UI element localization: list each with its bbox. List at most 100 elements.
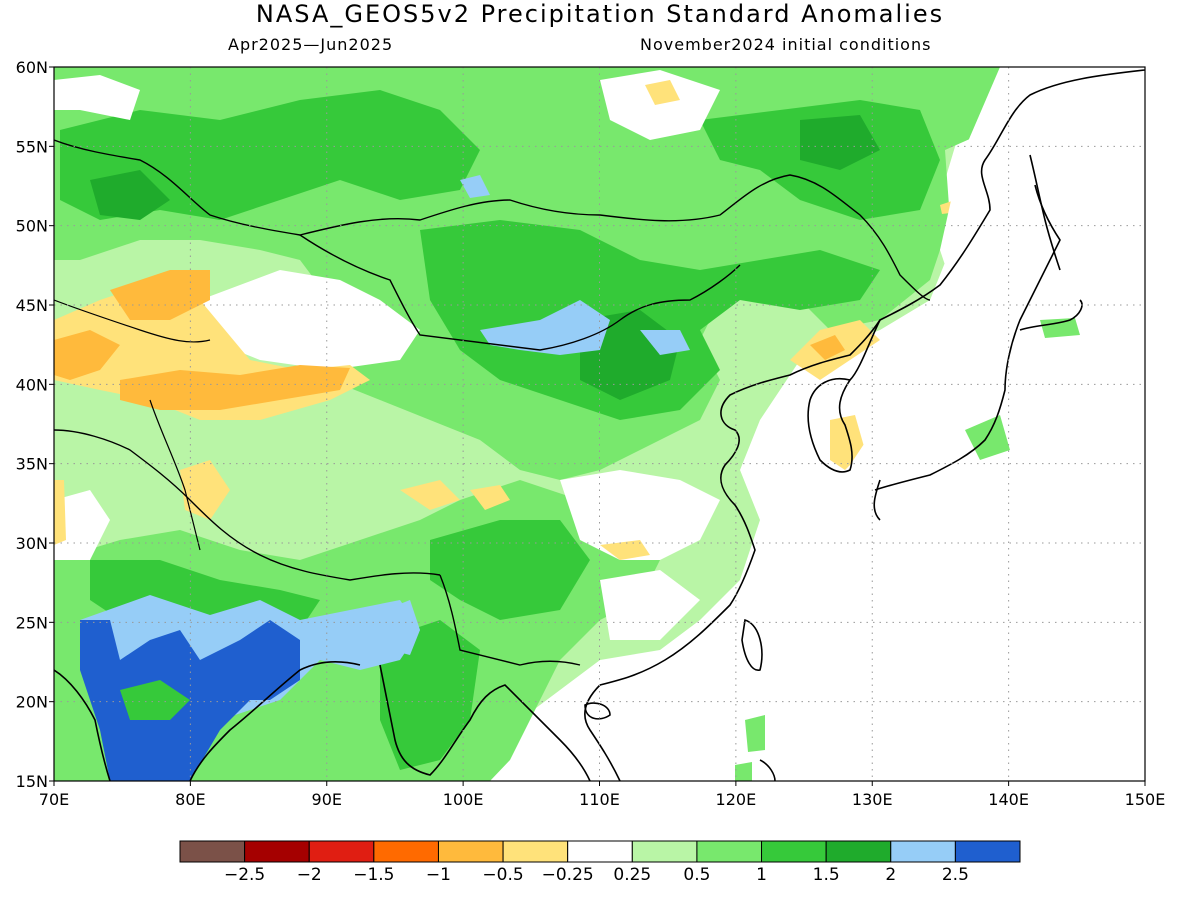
coast-luzon — [759, 759, 776, 781]
light-blue-baikal — [460, 175, 490, 198]
tick-label-lat: 40N — [16, 375, 48, 394]
yellow-china-1 — [400, 480, 460, 510]
legend-label: 2 — [885, 865, 896, 885]
tick-label-lat: 35N — [16, 455, 48, 474]
legend-label: 2.5 — [942, 865, 969, 885]
tick-label-lat: 45N — [16, 296, 48, 315]
darker-green-blob-2 — [90, 170, 170, 220]
light-blue-mongolia-2 — [640, 330, 690, 355]
tick-label-lat: 55N — [16, 137, 48, 156]
orange-kazakhstan — [110, 270, 210, 320]
white-area-indochina — [600, 570, 700, 640]
legend-label: 1 — [756, 865, 767, 885]
border-china-south — [439, 574, 581, 666]
coast-japan — [874, 184, 1061, 491]
legend-label: 1.5 — [813, 865, 840, 885]
green-philippines — [735, 762, 752, 781]
coast-bay-of-bengal — [189, 660, 361, 781]
ocean-white-north — [940, 67, 1145, 310]
white-area-center — [200, 270, 420, 370]
green-japan-north — [1040, 318, 1080, 338]
legend-label: −2 — [297, 865, 322, 885]
tick-label-lat: 15N — [16, 772, 48, 791]
forecast-period: Apr2025—Jun2025 — [228, 35, 394, 54]
legend-swatch — [373, 840, 439, 863]
legend-swatch — [890, 840, 956, 863]
tick-label-lon: 120E — [716, 790, 757, 809]
anomaly-field — [54, 67, 1145, 781]
coast-east-asia — [584, 69, 1145, 781]
legend-swatch — [179, 840, 246, 863]
tick-label-lon: 140E — [988, 790, 1029, 809]
coast-taiwan — [741, 618, 763, 671]
tick-label-lat: 60N — [16, 58, 48, 77]
dark-green-china — [430, 520, 590, 620]
tick-label-lat: 30N — [16, 534, 48, 553]
legend-label: −0.25 — [542, 865, 594, 885]
green-india-inner — [120, 680, 190, 720]
darker-green-blob-3 — [800, 115, 880, 170]
dark-blue-india — [80, 620, 300, 781]
coast-sakhalin — [1029, 154, 1061, 271]
coast-korea — [807, 319, 881, 473]
legend-swatch — [825, 840, 892, 863]
coast-indochina — [379, 664, 591, 781]
tick-label-lat: 25N — [16, 613, 48, 632]
yellow-china-2 — [470, 485, 510, 510]
legend-swatch — [696, 840, 763, 863]
green-taiwan — [745, 715, 765, 752]
figure-title: NASA_GEOS5v2 Precipitation Standard Anom… — [255, 0, 945, 28]
border-china-west — [54, 429, 441, 581]
legend-label: 0.25 — [613, 865, 651, 885]
border-kazakhstan-south — [54, 299, 211, 343]
yellow-tibet — [180, 460, 230, 520]
axis-ticks: 70E 80E 90E 100E 110E 120E 130E 140E 150E 15N 20N 2… — [16, 58, 1166, 809]
coast-kyushu — [873, 479, 881, 521]
tick-label-lon: 90E — [312, 790, 342, 809]
orange-belt — [120, 365, 350, 410]
dark-green-seasia — [380, 620, 480, 770]
border-china-central-asia — [149, 399, 201, 551]
orange-central-asia — [54, 330, 120, 380]
tick-label-lat: 50N — [16, 217, 48, 236]
white-area-central-china — [560, 470, 720, 560]
light-blue-myanmar — [385, 600, 420, 655]
yellow-south-china — [600, 540, 650, 560]
legend-swatch — [437, 840, 504, 863]
legend-swatch — [954, 840, 1021, 863]
tick-label-lat: 20N — [16, 693, 48, 712]
white-area-kazakhstan — [54, 75, 140, 120]
yellow-siberia-spot — [645, 80, 680, 105]
legend-swatch — [308, 840, 375, 863]
legend-label: −1.5 — [353, 865, 394, 885]
coastlines — [54, 69, 1145, 781]
initial-conditions: November2024 initial conditions — [640, 35, 932, 54]
tick-label-lon: 130E — [852, 790, 893, 809]
yellow-west-edge — [54, 480, 66, 545]
legend-label: −2.5 — [224, 865, 265, 885]
coast-hainan — [584, 702, 611, 720]
tick-label-lon: 110E — [579, 790, 620, 809]
tick-label-lon: 80E — [175, 790, 205, 809]
border-russia-kazakhstan — [54, 139, 931, 301]
tick-label-lon: 150E — [1125, 790, 1166, 809]
legend-label: 0.5 — [683, 865, 710, 885]
legend-label: −1 — [426, 865, 451, 885]
tick-label-lon: 100E — [443, 790, 484, 809]
legend-label: −0.5 — [482, 865, 523, 885]
legend-swatch — [567, 840, 633, 863]
dark-green-siberia — [60, 90, 480, 220]
legend-swatch — [631, 840, 698, 863]
white-area-northeast — [600, 70, 720, 140]
tick-label-lon: 70E — [39, 790, 69, 809]
orange-korea — [810, 335, 845, 360]
legend-swatch — [761, 840, 827, 863]
coast-india — [54, 669, 111, 781]
ocean-white-pacific — [700, 280, 1145, 781]
legend-swatch — [502, 840, 569, 863]
legend-swatch — [244, 840, 310, 863]
colorbar-legend: −2.5 −2 −1.5 −1 −0.5 −0.25 0.25 0.5 1 1.5 2 2.5 — [179, 840, 1021, 885]
border-mongolia-south — [299, 234, 741, 351]
